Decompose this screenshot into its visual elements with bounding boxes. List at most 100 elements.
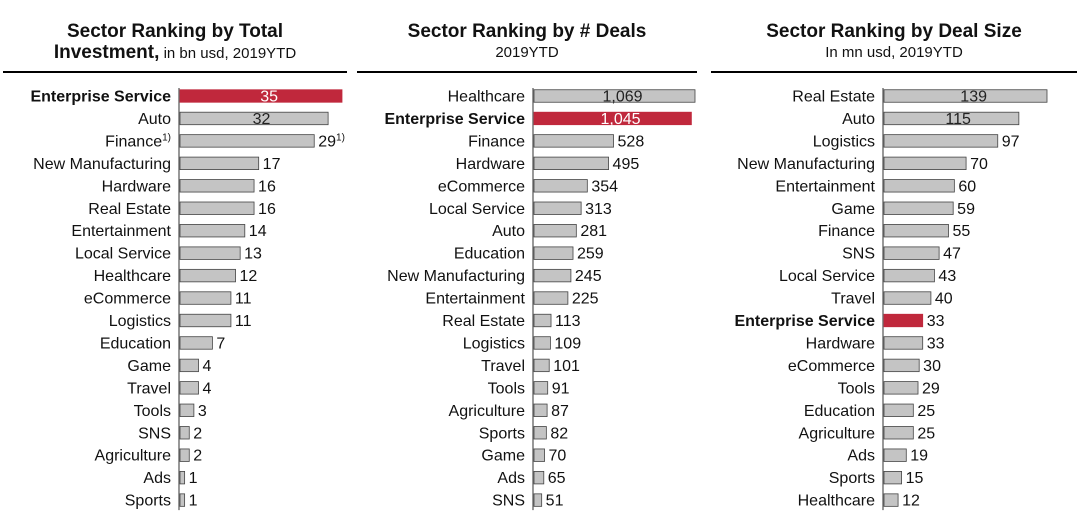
category-label: Agriculture bbox=[95, 448, 172, 465]
category-label: Healthcare bbox=[798, 493, 875, 510]
category-label: Healthcare bbox=[94, 268, 171, 285]
category-label: Ads bbox=[497, 470, 525, 487]
category-label: Entertainment bbox=[71, 223, 171, 240]
bar bbox=[179, 268, 236, 283]
bar bbox=[533, 156, 609, 171]
category-label: Hardware bbox=[456, 156, 525, 173]
category-label: Hardware bbox=[102, 178, 171, 195]
chart-title-line1: Sector Ranking by Deal Size bbox=[766, 21, 1022, 42]
bar bbox=[533, 448, 545, 462]
category-label: Game bbox=[831, 201, 875, 218]
bar bbox=[179, 89, 343, 103]
category-label: SNS bbox=[492, 493, 525, 510]
chart-title-line2: Investment, bbox=[53, 42, 160, 63]
title-rule bbox=[3, 71, 347, 73]
category-label: eCommerce bbox=[84, 291, 171, 308]
category-label: Finance bbox=[818, 223, 875, 240]
category-label: Local Service bbox=[429, 201, 525, 218]
value-label: 33 bbox=[927, 313, 945, 330]
category-label: Entertainment bbox=[425, 291, 525, 308]
value-label: 1,045 bbox=[601, 111, 641, 128]
category-label: Enterprise Service bbox=[734, 313, 875, 330]
bar bbox=[533, 201, 582, 215]
bar bbox=[883, 156, 967, 171]
chart-title: Sector Ranking by Deal Size In mn usd, 2… bbox=[711, 20, 1077, 62]
bar bbox=[179, 201, 255, 215]
value-label: 281 bbox=[580, 223, 607, 240]
value-label: 1 bbox=[189, 493, 198, 510]
panel-deal-size: Sector Ranking by Deal Size In mn usd, 2… bbox=[711, 0, 1077, 528]
category-label: Agriculture bbox=[799, 425, 876, 442]
category-label: Finance1) bbox=[105, 132, 171, 150]
bar bbox=[883, 313, 924, 328]
bar bbox=[533, 268, 572, 283]
bar bbox=[883, 179, 955, 193]
category-label: Local Service bbox=[75, 246, 171, 263]
value-label: 51 bbox=[546, 493, 564, 510]
value-label: 2 bbox=[193, 448, 202, 465]
value-label: 65 bbox=[548, 470, 566, 487]
bar bbox=[533, 313, 552, 328]
title-rule bbox=[357, 71, 697, 73]
category-label: New Manufacturing bbox=[387, 268, 525, 285]
bar bbox=[533, 89, 696, 103]
bar bbox=[533, 336, 551, 350]
category-label: New Manufacturing bbox=[737, 156, 875, 173]
value-label: 7 bbox=[216, 335, 225, 352]
bar bbox=[533, 358, 550, 373]
category-label: Agriculture bbox=[449, 403, 526, 420]
bar bbox=[883, 291, 932, 305]
bar bbox=[179, 448, 190, 462]
value-label: 115 bbox=[945, 111, 971, 128]
bar bbox=[179, 246, 241, 260]
category-label: New Manufacturing bbox=[33, 156, 171, 173]
value-label: 70 bbox=[549, 448, 567, 465]
value-label: 139 bbox=[960, 89, 987, 106]
chart-title-line1: Sector Ranking by # Deals bbox=[407, 21, 647, 42]
bar-chart-num-deals: Healthcare 1,069 Enterprise Service 1,045 Fi… bbox=[384, 88, 696, 511]
category-label: Logistics bbox=[109, 313, 171, 330]
bar bbox=[883, 336, 924, 350]
value-label: 495 bbox=[613, 156, 640, 173]
value-label: 25 bbox=[917, 403, 935, 420]
bar bbox=[533, 111, 692, 126]
bar bbox=[533, 134, 614, 148]
value-label: 1,069 bbox=[603, 89, 643, 106]
category-label: Real Estate bbox=[442, 313, 525, 330]
category-label: Logistics bbox=[463, 335, 525, 352]
value-label: 11 bbox=[235, 313, 252, 330]
value-label: 225 bbox=[572, 291, 599, 308]
value-label: 13 bbox=[244, 246, 262, 263]
bar bbox=[533, 403, 548, 417]
value-label: 40 bbox=[935, 291, 953, 308]
chart-subtitle: in bn usd, 2019YTD bbox=[163, 45, 297, 62]
category-label: SNS bbox=[842, 246, 875, 263]
value-label: 245 bbox=[575, 268, 602, 285]
bar bbox=[179, 426, 190, 440]
category-label: Enterprise Service bbox=[384, 111, 525, 128]
category-label: Travel bbox=[127, 380, 171, 397]
value-label: 291) bbox=[318, 132, 345, 150]
bar bbox=[533, 179, 588, 193]
bar bbox=[883, 246, 940, 260]
category-label: Auto bbox=[842, 111, 875, 128]
value-label: 3 bbox=[198, 403, 207, 420]
value-label: 12 bbox=[902, 493, 920, 510]
category-label: Auto bbox=[138, 111, 171, 128]
bar bbox=[179, 313, 232, 328]
value-label: 47 bbox=[943, 246, 961, 263]
value-label: 55 bbox=[952, 223, 970, 240]
value-label: 101 bbox=[553, 358, 580, 375]
chart-title: Sector Ranking by # Deals 2019YTD bbox=[357, 20, 697, 62]
bar bbox=[179, 134, 315, 148]
category-label: Education bbox=[100, 335, 171, 352]
bar bbox=[883, 426, 914, 440]
chart-subtitle: 2019YTD bbox=[495, 44, 559, 61]
value-label: 113 bbox=[555, 313, 581, 330]
value-label: 32 bbox=[253, 111, 271, 128]
category-label: Real Estate bbox=[792, 89, 875, 106]
bar bbox=[883, 403, 914, 417]
category-label: SNS bbox=[138, 425, 171, 442]
category-label: eCommerce bbox=[788, 358, 875, 375]
category-label: Healthcare bbox=[448, 89, 525, 106]
